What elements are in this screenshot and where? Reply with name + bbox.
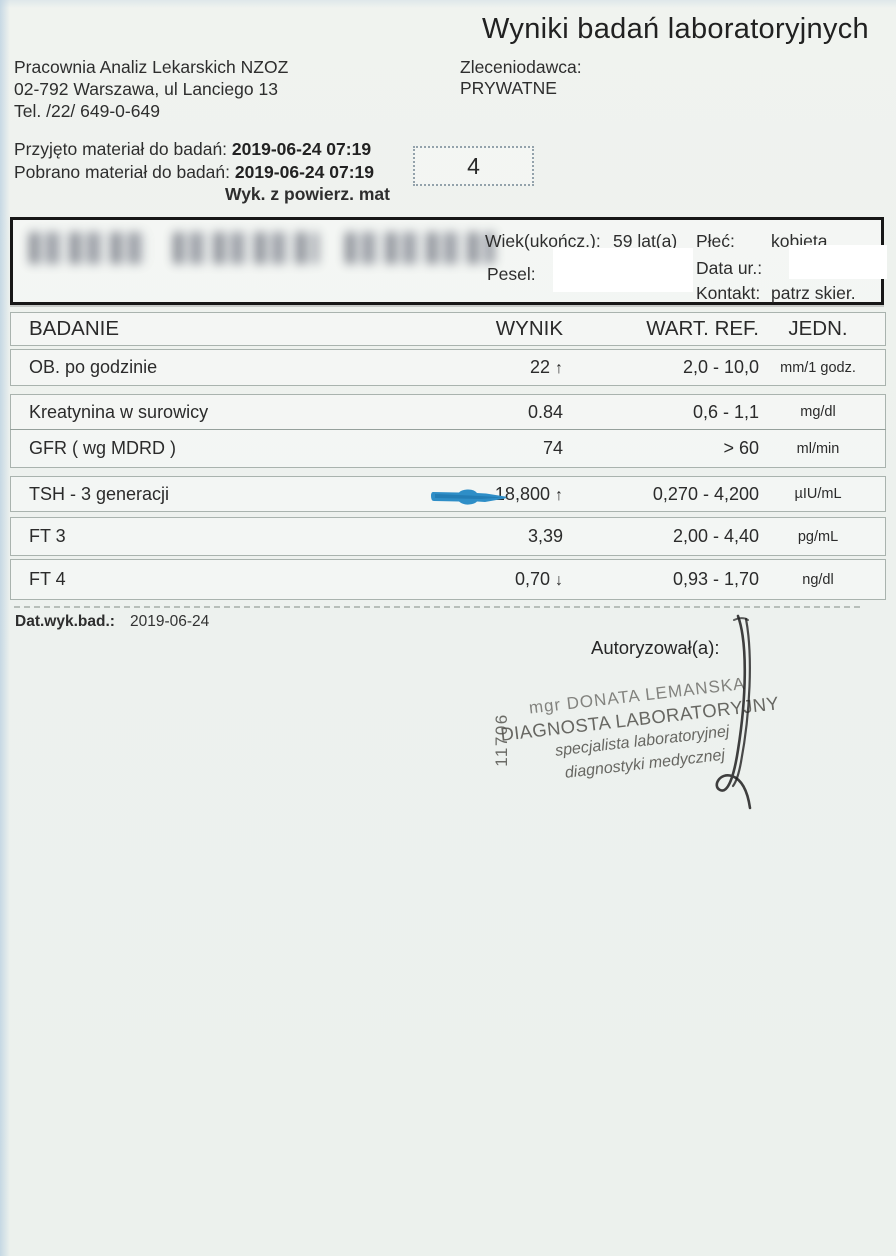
client-block: Zleceniodawca: PRYWATNE xyxy=(460,57,582,99)
blue-highlighter-arrow xyxy=(431,489,507,505)
patient-info-box: Wiek(ukończ.): 59 lat(a) Płeć: kobieta P… xyxy=(10,217,887,305)
result-value: 0,70 xyxy=(514,569,550,589)
lab-address-block: Pracownia Analiz Lekarskich NZOZ 02-792 … xyxy=(14,56,288,122)
unit: ng/dl xyxy=(802,571,834,588)
order-number: 4 xyxy=(467,152,480,179)
signature xyxy=(715,614,752,810)
page-title: Wyniki badań laboratoryjnych xyxy=(482,13,869,45)
test-result: 22 ↑ xyxy=(413,357,563,378)
intake-material-note: Wyk. z powierz. mat xyxy=(225,184,390,204)
patient-age-label: Wiek(ukończ.): xyxy=(485,231,601,251)
result-value: 0.84 xyxy=(527,401,563,422)
test-name: OB. po godzinie xyxy=(29,357,158,377)
patient-contact-value: patrz skier. xyxy=(771,283,856,303)
result-flag: ↓ xyxy=(555,572,563,589)
client-label: Zleceniodawca: xyxy=(460,57,582,77)
authorized-by-label: Autoryzował(a): xyxy=(591,637,720,658)
test-result: 3,39 xyxy=(413,526,563,547)
test-result: 18,800 ↑ xyxy=(413,484,563,505)
test-name: TSH - 3 generacji xyxy=(29,483,170,504)
header-unit: JEDN. xyxy=(788,317,848,340)
header-test: BADANIE xyxy=(29,317,119,340)
intake-collected-label: Pobrano materiał do badań: xyxy=(14,161,230,182)
intake-collected-line: Pobrano materiał do badań: 2019-06-24 07… xyxy=(14,161,394,184)
patient-pesel-label: Pesel: xyxy=(487,264,536,284)
reference-range: 0,6 - 1,1 xyxy=(692,401,759,422)
footer-divider xyxy=(14,606,860,608)
result-value: 74 xyxy=(542,438,563,458)
lab-address: 02-792 Warszawa, ul Lanciego 13 xyxy=(14,79,278,99)
test-name: GFR ( wg MDRD ) xyxy=(29,438,176,458)
intake-received-label: Przyjęto materiał do badań: xyxy=(14,139,228,159)
unit: mg/dl xyxy=(800,404,836,420)
table-row: GFR ( wg MDRD ) 74 > 60 ml/min xyxy=(10,429,886,468)
test-name: Kreatynina w surowicy xyxy=(29,401,209,422)
patient-contact-label: Kontakt: xyxy=(696,283,761,303)
table-row: Kreatynina w surowicy 0.84 0,6 - 1,1 mg/… xyxy=(10,394,886,430)
unit: µIU/mL xyxy=(794,486,842,502)
test-result: 74 xyxy=(413,438,563,459)
test-result: 0.84 xyxy=(413,402,563,423)
unit: pg/mL xyxy=(797,528,839,545)
exam-date-value: 2019-06-24 xyxy=(130,613,210,630)
reference-range: > 60 xyxy=(723,438,759,458)
header-result: WYNIK xyxy=(495,317,563,340)
result-value: 22 xyxy=(529,357,550,377)
results-header-row: BADANIE WYNIK WART. REF. JEDN. xyxy=(10,312,886,346)
exam-date-label: Dat.wyk.bad.: xyxy=(15,613,115,630)
table-row: FT 4 0,70 ↓ 0,93 - 1,70 ng/dl xyxy=(10,559,886,600)
table-row: OB. po godzinie 22 ↑ 2,0 - 10,0 mm/1 god… xyxy=(10,349,886,386)
intake-received-line: Przyjęto materiał do badań: 2019-06-24 0… xyxy=(14,138,394,161)
reference-range: 0,270 - 4,200 xyxy=(652,483,759,504)
result-value: 3,39 xyxy=(527,526,563,546)
result-flag: ↑ xyxy=(555,486,563,504)
test-name: FT 4 xyxy=(29,569,66,589)
test-result: 0,70 ↓ xyxy=(413,569,563,590)
reference-range: 2,0 - 10,0 xyxy=(682,357,759,377)
reference-range: 0,93 - 1,70 xyxy=(672,569,759,589)
intake-block: Przyjęto materiał do badań: 2019-06-24 0… xyxy=(14,138,394,206)
order-number-box: 4 xyxy=(413,146,534,186)
intake-collected-value: 2019-06-24 07:19 xyxy=(234,161,374,182)
patient-sex-label: Płeć: xyxy=(696,231,735,251)
result-value: 18,800 xyxy=(494,483,550,504)
intake-received-value: 2019-06-24 07:19 xyxy=(231,139,372,159)
patient-age-value: 59 lat(a) xyxy=(613,231,678,251)
redacted-patient-name xyxy=(29,232,495,264)
header-ref: WART. REF. xyxy=(646,317,759,340)
client-value: PRYWATNE xyxy=(460,78,557,98)
unit: ml/min xyxy=(796,440,840,457)
patient-birth-label: Data ur.: xyxy=(696,258,763,278)
lab-name: Pracownia Analiz Lekarskich NZOZ xyxy=(14,57,289,77)
result-flag: ↑ xyxy=(555,360,563,377)
redacted-pesel-value xyxy=(553,248,693,292)
unit: mm/1 godz. xyxy=(780,359,856,376)
test-name: FT 3 xyxy=(29,526,66,546)
results-table: BADANIE WYNIK WART. REF. JEDN. OB. po go… xyxy=(10,312,886,600)
stamp-license-number: 11706 xyxy=(492,713,511,767)
table-row: FT 3 3,39 2,00 - 4,40 pg/mL xyxy=(10,517,886,556)
lab-phone: Tel. /22/ 649-0-649 xyxy=(14,101,160,121)
reference-range: 2,00 - 4,40 xyxy=(672,526,759,546)
table-row: TSH - 3 generacji 18,800 ↑ 0,270 - 4,200… xyxy=(10,476,886,512)
redacted-birthdate-value xyxy=(789,245,887,279)
